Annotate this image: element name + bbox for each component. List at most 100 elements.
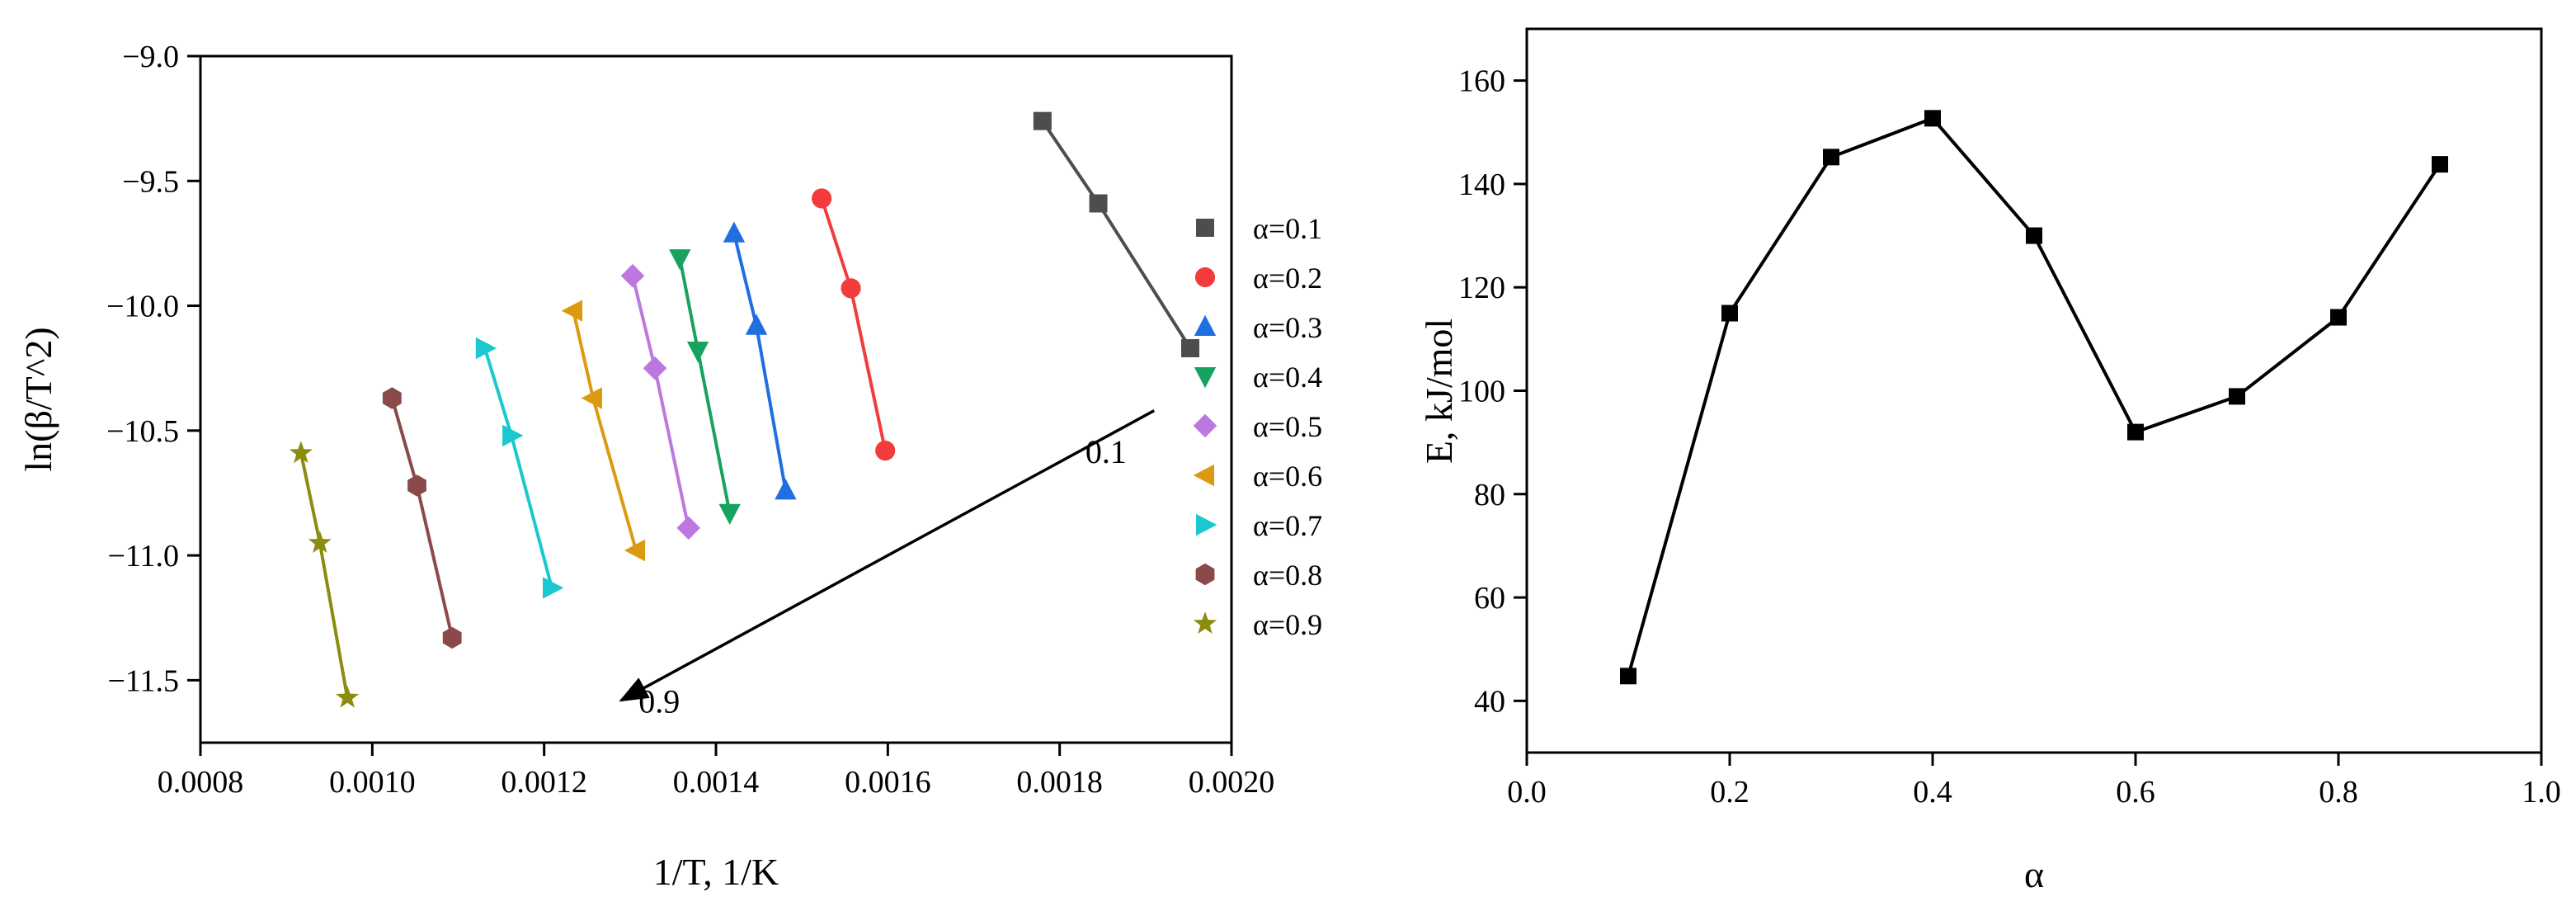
series-line-α=0.3 [732,233,788,491]
data-point-α=0.4-1 [686,342,709,363]
trend-arrow [619,409,1156,702]
legend-marker-α=0.4 [1194,367,1217,389]
legend-label: α=0.6 [1253,460,1322,493]
annotation-label: 0.1 [1085,433,1127,470]
data-point-α=0.7-2 [543,577,564,599]
series-line-α=0.4 [678,257,732,514]
series-line-α=0.8 [390,397,454,639]
x-tick-label: 0.0008 [158,765,244,800]
x-tick-label: 0.0020 [1189,765,1275,800]
series-line-α=0.9 [299,452,350,698]
data-point-E-7 [2330,309,2347,326]
left-axis-ticks: 0.0008 0.0010 0.0012 0.0014 0.0016 0.0018 0.00… [106,40,1274,800]
y-tick-label: 120 [1458,271,1505,305]
legend-marker-α=0.9 [1193,611,1217,634]
legend-marker-α=0.2 [1194,267,1216,288]
y-tick-label: 100 [1458,375,1505,409]
x-tick-label: 0.6 [2116,775,2155,810]
data-point-E-1 [1721,304,1738,322]
legend-marker-α=0.1 [1196,219,1214,237]
data-point-α=0.1-1 [1089,194,1108,213]
data-point-E-8 [2432,156,2448,173]
legend-label: α=0.3 [1253,311,1322,344]
left-annotations: 0.1 0.9 [619,409,1156,720]
data-point-α=0.9-1 [308,531,332,553]
y-tick-label: 160 [1458,64,1505,99]
y-tick-label: −9.0 [122,40,179,74]
series-line-α=0.2 [820,197,888,451]
x-tick-label: 0.0010 [329,765,416,800]
legend-label: α=0.4 [1253,361,1322,394]
series-line-α=0.7 [483,347,553,588]
y-tick-label: −10.5 [106,414,179,449]
right-y-axis-title: E, kJ/mol [1418,319,1460,464]
data-point-α=0.3-1 [745,314,768,335]
data-point-α=0.6-2 [624,539,646,562]
series-line-α=0.1 [1041,120,1192,350]
legend-label: α=0.8 [1253,559,1322,592]
left-chart-arrhenius: 0.0008 0.0010 0.0012 0.0014 0.0016 0.0018 0.00… [17,40,1322,893]
y-tick-label: −9.5 [122,164,179,199]
legend-label: α=0.9 [1253,608,1322,641]
data-point-E-6 [2229,388,2245,405]
legend-label: α=0.1 [1253,212,1322,245]
data-point-E-3 [1924,110,1941,127]
data-point-α=0.2-1 [841,278,861,299]
y-tick-label: −11.5 [107,663,179,698]
data-point-α=0.4-2 [718,503,741,525]
data-point-α=0.4-0 [669,249,691,271]
legend-marker-α=0.5 [1193,413,1217,438]
right-chart-activation-energy: 0.0 0.2 0.4 0.6 0.8 1.0 40 60 80 100 120 140 160 α E… [1418,27,2561,895]
data-point-α=0.8-0 [382,387,402,409]
data-point-α=0.8-1 [407,474,426,497]
legend-marker-α=0.7 [1196,513,1217,536]
y-tick-label: 60 [1474,581,1505,616]
left-plot-area [289,111,1199,708]
left-plot-frame [199,54,1233,744]
data-point-α=0.6-0 [561,300,583,322]
data-point-α=0.3-2 [775,479,797,500]
legend-label: α=0.2 [1253,262,1322,295]
data-point-α=0.6-1 [581,387,602,409]
right-axis-ticks: 0.0 0.2 0.4 0.6 0.8 1.0 40 60 80 100 120 140 160 [1458,64,2561,810]
x-tick-label: 0.0016 [845,765,931,800]
y-tick-label: 140 [1458,168,1505,202]
x-tick-label: 0.8 [2319,775,2358,810]
x-tick-label: 0.2 [1710,775,1750,810]
y-tick-label: 80 [1474,478,1505,512]
x-tick-label: 0.0012 [501,765,587,800]
x-tick-label: 0.0018 [1016,765,1103,800]
legend-marker-α=0.3 [1194,314,1217,336]
x-tick-label: 0.0014 [673,765,760,800]
x-tick-label: 1.0 [2522,775,2561,810]
x-tick-label: 0.4 [1913,775,1952,810]
legend-marker-α=0.8 [1195,563,1215,586]
data-point-α=0.3-0 [723,221,746,243]
left-x-axis-title: 1/T, 1/K [653,851,779,893]
data-point-α=0.2-0 [812,188,832,209]
legend-label: α=0.7 [1253,509,1322,542]
data-point-E-5 [2127,423,2144,441]
legend-label: α=0.5 [1253,410,1322,443]
left-y-axis-title: ln(β/T^2) [17,327,59,471]
data-point-α=0.7-1 [502,424,524,447]
data-point-α=0.7-0 [475,337,497,360]
series-line-E [1627,116,2442,677]
right-plot-area [1620,110,2448,685]
data-point-α=0.2-2 [875,440,896,461]
series-line-α=0.5 [631,275,690,529]
data-point-α=0.9-0 [289,441,313,464]
legend-marker-α=0.6 [1193,464,1214,487]
data-point-α=0.1-0 [1033,111,1052,130]
data-point-E-2 [1823,149,1839,166]
data-point-E-4 [2026,227,2042,244]
data-point-α=0.1-2 [1181,338,1199,357]
x-tick-label: 0.0 [1507,775,1547,810]
right-plot-frame [1525,27,2543,754]
data-point-α=0.9-2 [336,685,360,708]
annotation-label: 0.9 [638,683,680,720]
data-point-α=0.5-1 [643,356,667,380]
right-x-axis-title: α [2024,853,2044,895]
series-line-α=0.6 [572,310,638,551]
